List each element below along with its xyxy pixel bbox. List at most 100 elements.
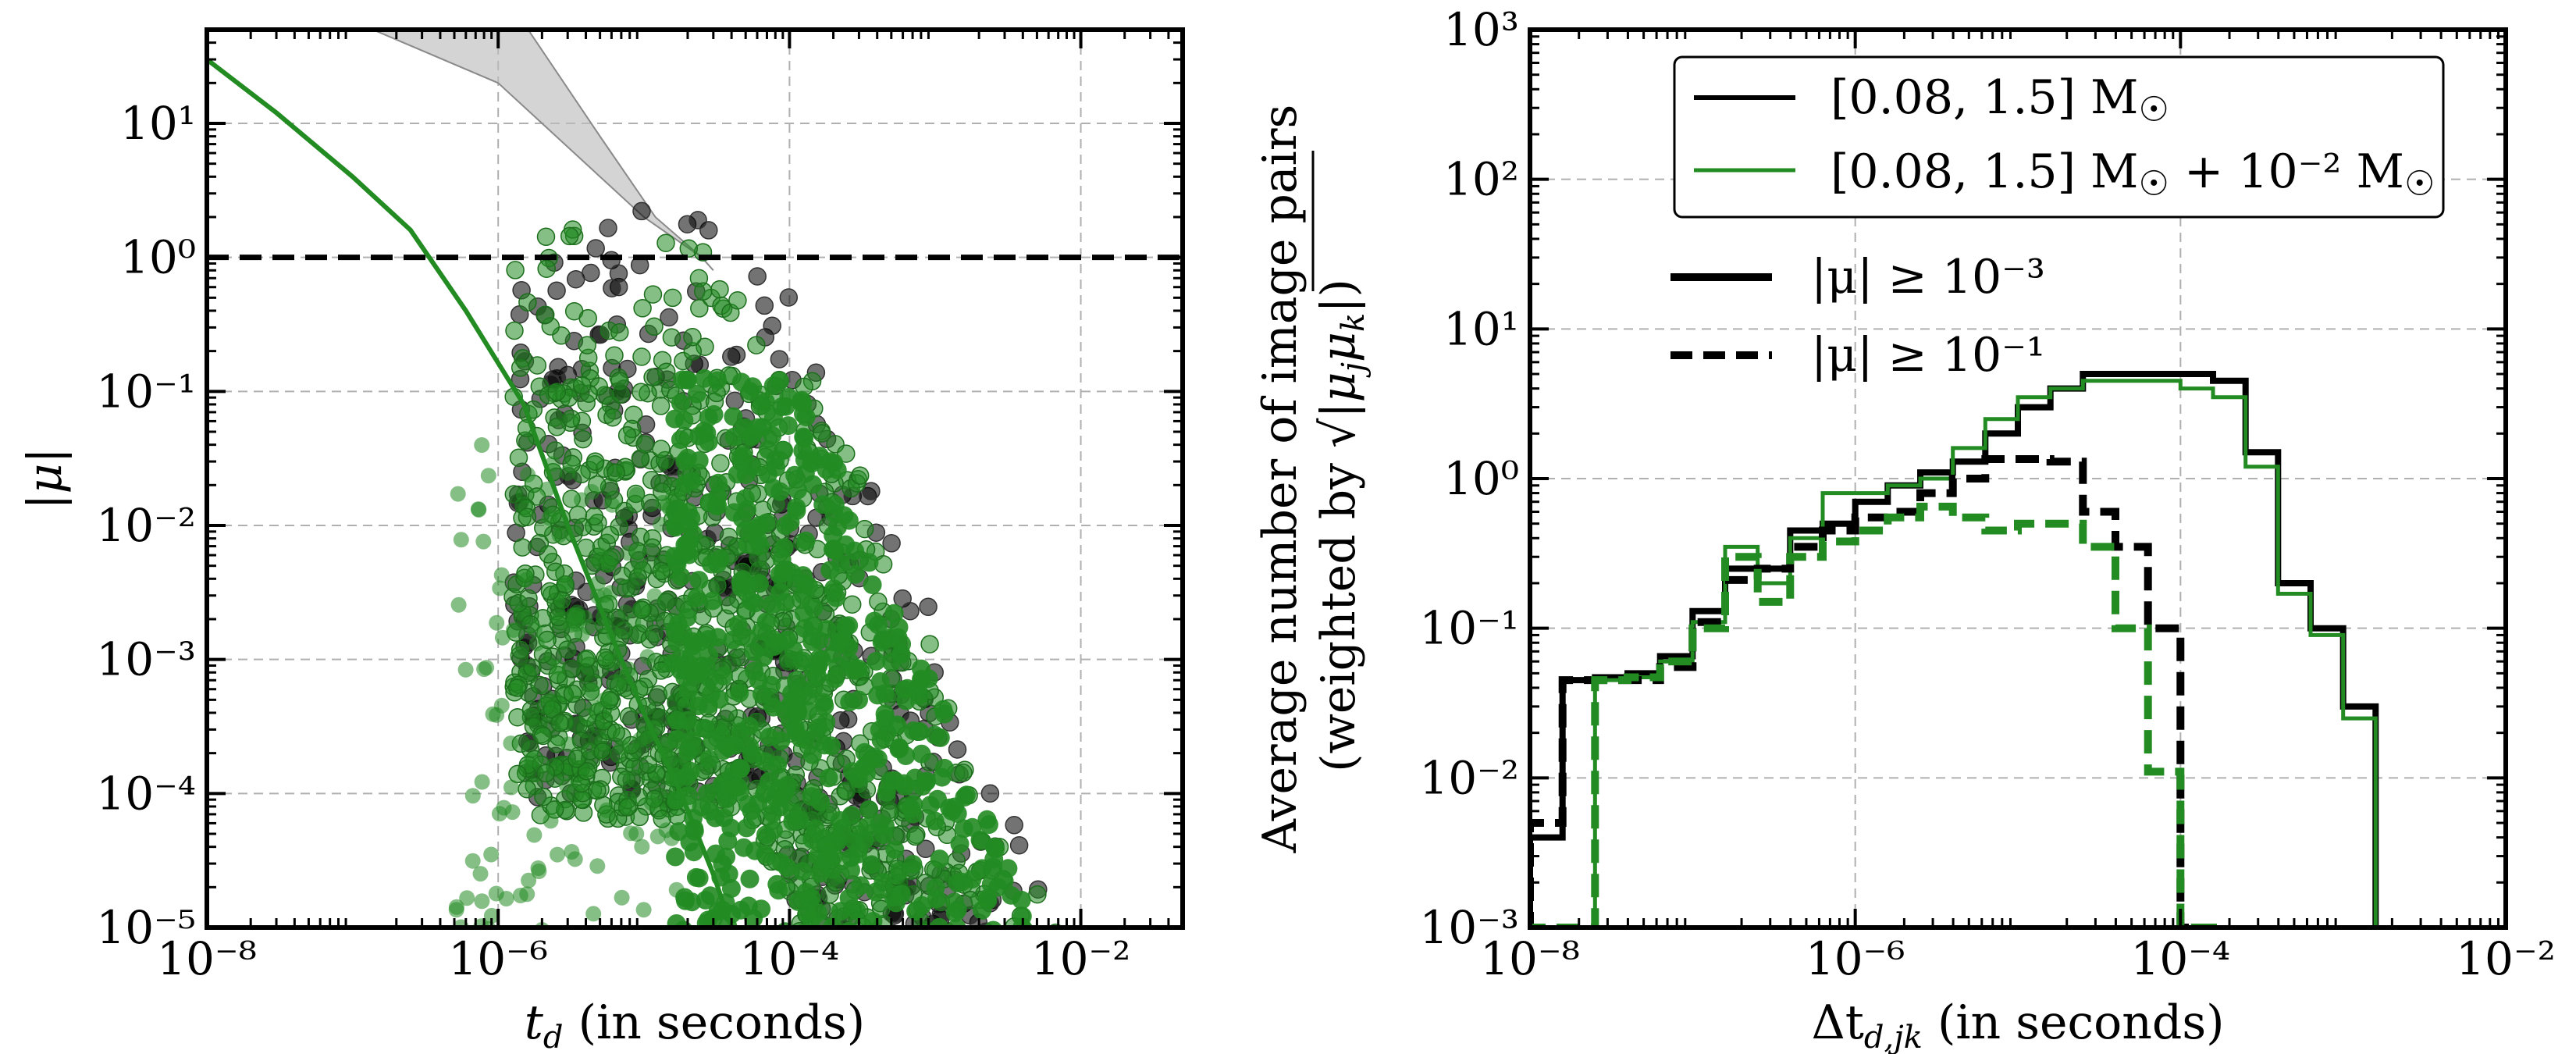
green-data-point xyxy=(678,448,697,468)
green-data-point xyxy=(696,913,716,928)
green-data-point xyxy=(774,538,794,557)
green-data-point xyxy=(689,657,709,677)
green-data-point xyxy=(793,651,813,671)
green-data-point xyxy=(611,385,630,404)
green-data-point xyxy=(888,628,908,647)
green-data-point xyxy=(678,945,696,963)
green-data-point xyxy=(903,855,923,874)
green-data-point xyxy=(756,752,774,771)
green-data-point xyxy=(793,566,813,586)
green-data-point xyxy=(973,859,992,878)
green-data-point xyxy=(763,426,782,445)
green-data-point xyxy=(507,678,527,697)
green-data-point xyxy=(505,321,524,340)
black-data-point xyxy=(846,927,850,928)
sqrt-symbol: √ xyxy=(1311,418,1366,448)
black-data-point xyxy=(748,267,767,286)
green-data-point xyxy=(509,448,528,468)
green-data-point xyxy=(717,789,735,809)
green-data-point xyxy=(870,672,890,691)
green-data-point xyxy=(811,792,831,812)
green-data-point xyxy=(813,424,831,443)
left-y-tick-label: 10⁻⁵ xyxy=(96,901,196,954)
green-data-point xyxy=(977,810,997,829)
green-data-point xyxy=(878,928,897,947)
sun-symbol: ☉ xyxy=(2138,90,2169,130)
right-ticks xyxy=(1528,28,2507,929)
green-data-point xyxy=(614,739,630,756)
green-data-point xyxy=(653,516,669,532)
green-data-point xyxy=(859,800,879,819)
green-data-point xyxy=(898,930,915,947)
green-data-point xyxy=(841,935,860,953)
green-data-point xyxy=(689,571,709,590)
black-data-point xyxy=(660,308,678,327)
green-data-point xyxy=(504,804,521,821)
green-data-point xyxy=(842,595,862,614)
green-data-point xyxy=(934,758,954,778)
green-data-point xyxy=(749,516,769,535)
green-data-point xyxy=(719,527,738,547)
green-data-point xyxy=(563,617,579,633)
green-data-point xyxy=(536,764,556,783)
green-data-point xyxy=(884,604,904,623)
green-data-point xyxy=(744,909,763,928)
green-data-point xyxy=(678,751,693,767)
right-y-label-line2: (weighted by √|μjμk|) xyxy=(1311,279,1372,772)
green-data-point xyxy=(734,838,753,857)
green-data-point xyxy=(603,408,622,427)
green-data-point xyxy=(740,737,760,756)
green-data-point xyxy=(763,376,783,396)
green-data-point xyxy=(577,762,596,781)
green-data-point xyxy=(547,383,566,401)
green-data-point xyxy=(696,890,715,910)
green-data-point xyxy=(774,563,793,582)
green-data-point xyxy=(474,893,490,910)
green-data-point xyxy=(834,506,854,525)
green-data-point xyxy=(747,336,766,354)
green-data-point xyxy=(569,604,585,621)
black-data-point xyxy=(609,264,628,283)
green-data-point xyxy=(560,736,576,753)
green-data-point xyxy=(750,536,770,556)
green-data-point xyxy=(854,939,871,956)
green-data-point xyxy=(840,921,858,928)
right-x-tick-label: 10⁻⁸ xyxy=(1480,932,1580,985)
green-data-point xyxy=(740,869,760,888)
sun-symbol: ☉ xyxy=(2404,164,2435,204)
black-data-point xyxy=(880,941,897,958)
black-data-point xyxy=(841,942,858,960)
green-data-point xyxy=(684,842,703,862)
green-data-point xyxy=(508,764,527,784)
green-data-point xyxy=(658,822,674,839)
black-data-point xyxy=(727,345,746,365)
green-data-point xyxy=(793,585,813,604)
green-data-point xyxy=(642,471,661,490)
green-data-point xyxy=(704,404,724,424)
right-x-tick-label: 10⁻² xyxy=(2456,932,2556,985)
green-data-point xyxy=(710,689,729,709)
green-data-point xyxy=(724,427,744,447)
green-data-point xyxy=(724,735,744,755)
green-data-point xyxy=(665,409,685,429)
green-data-point xyxy=(575,939,590,955)
green-data-point xyxy=(711,454,730,473)
green-data-point xyxy=(732,509,752,529)
green-data-point xyxy=(682,472,702,491)
right-y-tick-label: 10⁻³ xyxy=(1419,901,1519,954)
green-data-point xyxy=(687,588,706,607)
black-data-point xyxy=(948,740,967,759)
green-data-point xyxy=(674,624,692,643)
green-data-point xyxy=(679,239,699,258)
green-data-point xyxy=(678,370,697,390)
green-data-point xyxy=(588,781,607,800)
green-data-point xyxy=(697,423,717,443)
green-data-point xyxy=(824,579,844,598)
green-data-point xyxy=(888,715,907,735)
green-data-point xyxy=(974,928,991,945)
green-data-point xyxy=(678,542,696,561)
green-data-point xyxy=(739,717,759,736)
histogram-series xyxy=(1530,371,2379,928)
green-data-point xyxy=(628,486,645,503)
